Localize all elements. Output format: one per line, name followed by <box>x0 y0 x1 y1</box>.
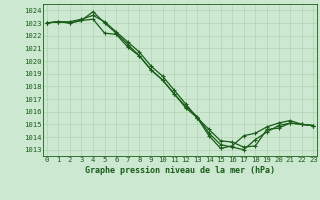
X-axis label: Graphe pression niveau de la mer (hPa): Graphe pression niveau de la mer (hPa) <box>85 166 275 175</box>
